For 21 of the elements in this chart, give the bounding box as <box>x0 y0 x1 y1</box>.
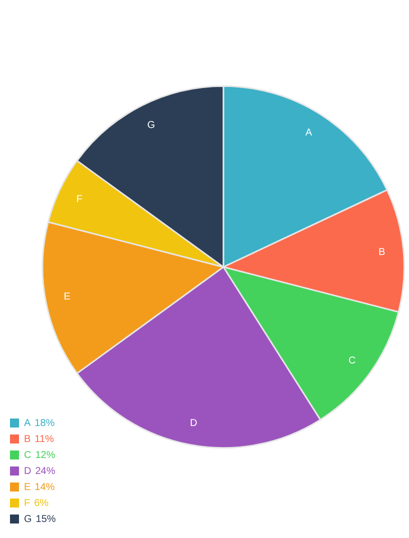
legend-label: E <box>24 482 31 493</box>
legend-label: C <box>24 450 32 461</box>
legend-label: F <box>24 498 30 509</box>
slice-label: E <box>64 292 71 303</box>
data-label: 18% <box>34 418 55 429</box>
slice-label: C <box>348 355 356 366</box>
slice-label: G <box>147 120 156 131</box>
slice-label: B <box>378 246 386 258</box>
data-label: 14% <box>34 482 55 493</box>
data-label: 15% <box>36 514 56 525</box>
legend-label: B <box>24 434 31 445</box>
slice-label: D <box>190 418 198 430</box>
slice-label: F <box>76 194 82 205</box>
legend-label: D <box>24 466 32 477</box>
data-label: 11% <box>34 434 54 445</box>
data-label: 6% <box>34 498 49 509</box>
slice-label: A <box>305 127 312 138</box>
legend-label: A <box>24 418 31 429</box>
data-label: 12% <box>35 450 56 461</box>
legend-label: G <box>24 514 32 525</box>
data-label: 24% <box>35 466 56 477</box>
